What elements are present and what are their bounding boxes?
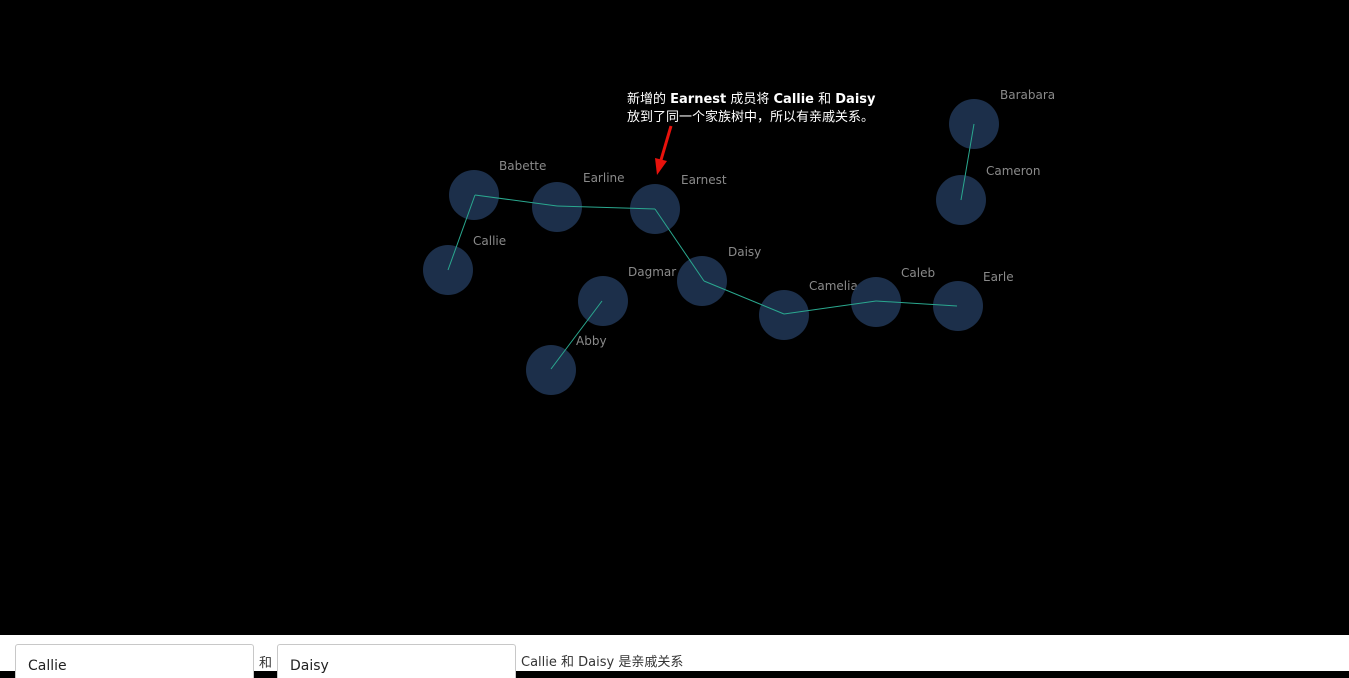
node-circle[interactable]: [759, 290, 809, 340]
annotation-name-callie: Callie: [773, 92, 815, 107]
node-circle[interactable]: [851, 277, 901, 327]
annotation-line-1: 新增的 Earnest 成员将 Callie 和 Daisy: [627, 91, 876, 109]
node-babette[interactable]: Babette: [449, 159, 546, 220]
annotation-text: 和: [814, 92, 836, 107]
relation-result: Callie 和 Daisy 是亲戚关系: [521, 651, 683, 670]
annotation-text: 新增的: [627, 92, 671, 107]
person-a-input[interactable]: [15, 644, 254, 678]
edge-earnest-daisy: [654, 208, 705, 282]
node-label-earnest: Earnest: [681, 173, 727, 187]
person-b-input[interactable]: [277, 644, 516, 678]
node-circle[interactable]: [677, 256, 727, 306]
edge-daisy-camelia: [703, 280, 785, 315]
node-label-earle: Earle: [983, 270, 1014, 284]
node-callie[interactable]: Callie: [423, 234, 506, 295]
node-label-caleb: Caleb: [901, 266, 935, 280]
graph-canvas: Babette Earline Earnest Callie Daisy Dagmar Ab…: [423, 88, 1056, 395]
node-caleb[interactable]: Caleb: [851, 266, 935, 327]
edge-camelia-caleb: [783, 300, 877, 315]
edge-caleb-earle: [875, 300, 958, 307]
and-label: 和: [259, 656, 273, 671]
edge-callie-babette: [447, 194, 476, 271]
annotation-name-earnest: Earnest: [670, 92, 727, 107]
annotation-note: 新增的 Earnest 成员将 Callie 和 Daisy 放到了同一个家族树…: [627, 91, 876, 127]
node-label-abby: Abby: [576, 334, 607, 348]
edge-dagmar-abby: [550, 300, 603, 370]
edge-barabara-cameron: [960, 123, 975, 201]
node-label-callie: Callie: [473, 234, 506, 248]
annotation-arrow: [655, 125, 673, 175]
node-dagmar[interactable]: Dagmar: [578, 265, 676, 326]
node-label-daisy: Daisy: [728, 245, 761, 259]
family-graph: Babette Earline Earnest Callie Daisy Dagmar Ab…: [423, 88, 1055, 395]
node-daisy[interactable]: Daisy: [677, 245, 761, 306]
annotation-text: 成员将: [726, 92, 774, 107]
annotation-line-2: 放到了同一个家族树中，所以有亲戚关系。: [627, 110, 875, 125]
result-suffix: 是亲戚关系: [614, 655, 684, 670]
node-label-babette: Babette: [499, 159, 546, 173]
node-earline[interactable]: Earline: [532, 171, 625, 232]
node-circle[interactable]: [578, 276, 628, 326]
edge-babette-earline: [474, 194, 558, 207]
result-name-a: Callie: [521, 655, 557, 670]
node-label-barabara: Barabara: [1000, 88, 1055, 102]
query-bar: 和 Callie 和 Daisy 是亲戚关系: [0, 635, 1349, 678]
node-abby[interactable]: Abby: [526, 334, 607, 395]
node-label-dagmar: Dagmar: [628, 265, 676, 279]
annotation-name-daisy: Daisy: [835, 92, 876, 107]
node-cameron[interactable]: Cameron: [936, 164, 1040, 225]
node-circle[interactable]: [933, 281, 983, 331]
node-earnest[interactable]: Earnest: [630, 173, 727, 234]
edge-earline-earnest: [556, 205, 656, 210]
node-barabara[interactable]: Barabara: [949, 88, 1055, 149]
result-name-b: Daisy: [578, 655, 615, 670]
result-and: 和: [556, 655, 579, 670]
node-label-camelia: Camelia: [809, 279, 858, 293]
node-camelia[interactable]: Camelia: [759, 279, 858, 340]
node-label-cameron: Cameron: [986, 164, 1040, 178]
node-circle[interactable]: [526, 345, 576, 395]
node-label-earline: Earline: [583, 171, 625, 185]
node-earle[interactable]: Earle: [933, 270, 1014, 331]
node-circle[interactable]: [532, 182, 582, 232]
node-circle[interactable]: [449, 170, 499, 220]
